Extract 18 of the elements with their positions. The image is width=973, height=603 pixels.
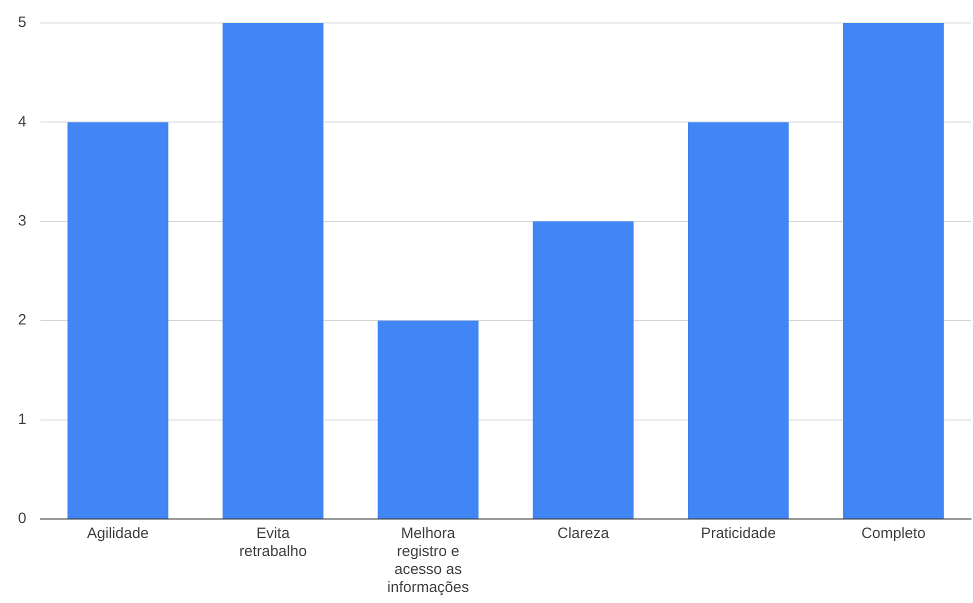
bar <box>222 23 324 518</box>
y-tick-label: 0 <box>18 510 26 528</box>
y-tick-label: 5 <box>18 14 26 32</box>
y-tick-label: 2 <box>18 312 26 329</box>
y-tick-label: 3 <box>18 212 26 230</box>
x-tick-label: Evita retrabalho <box>239 525 307 560</box>
y-tick-label: 4 <box>18 113 26 130</box>
x-tick-label: Melhora registro e acesso as informações <box>387 525 469 596</box>
x-tick-label: Praticidade <box>700 525 776 542</box>
bar <box>532 221 634 518</box>
bar <box>378 320 479 518</box>
x-tick-label: Agilidade <box>87 525 149 542</box>
y-tick-label: 1 <box>18 410 26 428</box>
x-tick-label: Completo <box>861 525 926 542</box>
x-tick-label: Clareza <box>557 525 610 542</box>
bar <box>688 122 789 518</box>
bar <box>67 122 168 518</box>
bar <box>843 23 944 518</box>
